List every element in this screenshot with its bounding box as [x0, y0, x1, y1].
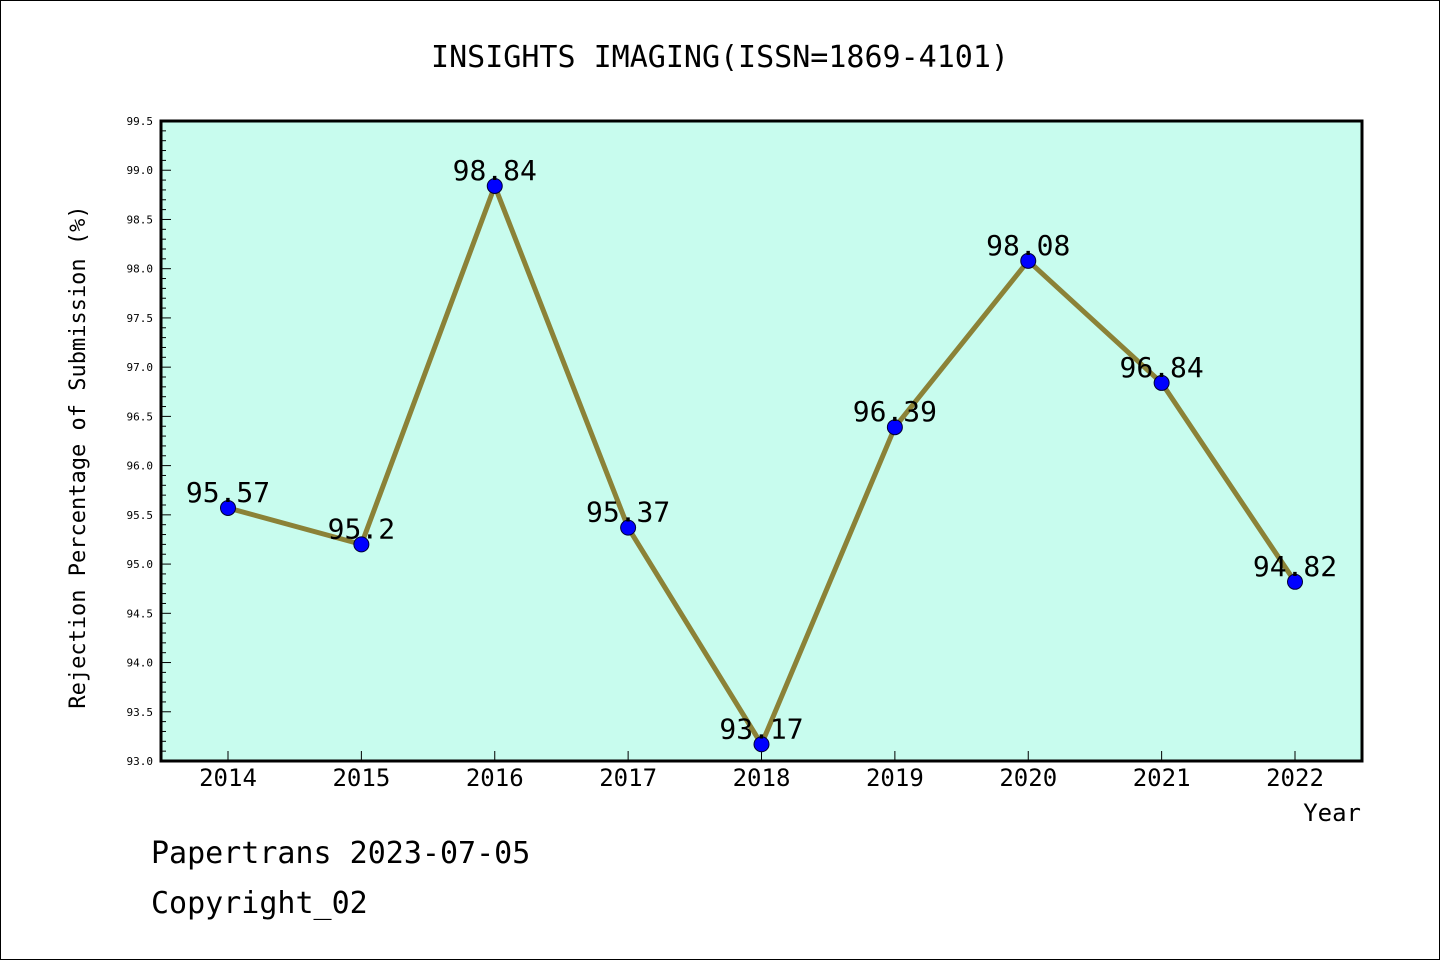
y-tick-label: 94.0	[127, 657, 154, 670]
data-label: 95.57	[186, 476, 270, 509]
y-tick-label: 98.5	[127, 213, 154, 226]
copyright-note: Copyright_02	[151, 886, 368, 921]
x-tick-label: 2020	[999, 764, 1057, 792]
data-label: 96.84	[1119, 351, 1203, 384]
plot-frame	[159, 119, 1364, 763]
y-tick-label: 99.0	[127, 164, 154, 177]
data-label: 93.17	[719, 712, 803, 745]
data-label: 98.08	[986, 229, 1070, 262]
x-tick-label: 2017	[599, 764, 657, 792]
data-point	[1020, 252, 1037, 269]
data-label: 96.39	[853, 395, 937, 428]
data-point	[753, 736, 770, 753]
plot-area	[161, 121, 1362, 761]
x-tick-label: 2014	[199, 764, 257, 792]
data-label: 98.84	[453, 154, 537, 187]
data-point	[1287, 573, 1303, 590]
y-tick-label: 95.0	[127, 558, 154, 571]
y-tick-label: 93.0	[127, 755, 154, 768]
y-tick-label: 96.5	[127, 410, 154, 423]
data-label: 95.2	[328, 512, 395, 545]
x-tick-label: 2019	[866, 764, 924, 792]
x-tick-label: 2018	[733, 764, 791, 792]
x-tick-label: 2015	[332, 764, 390, 792]
y-tick-label: 97.0	[127, 361, 154, 374]
x-tick-label: 2022	[1266, 764, 1324, 792]
data-point	[220, 499, 236, 516]
x-axis: 2014 2015 2016 2017 2018 2019 2020 2021 2022	[199, 751, 1324, 792]
chart-title: INSIGHTS IMAGING(ISSN=1869-4101)	[431, 40, 1009, 75]
y-tick-label: 95.5	[127, 509, 154, 522]
data-label: 95.37	[586, 496, 670, 529]
y-tick-label: 97.5	[127, 312, 154, 325]
source-note: Papertrans 2023-07-05	[151, 836, 531, 871]
data-labels: 95.57 95.2 98.84 95.37 93.17 96.39 98.08 96.84 9…	[186, 154, 1337, 745]
x-axis-label: Year	[1303, 799, 1361, 827]
y-axis-label: Rejection Percentage of Submission (%)	[66, 205, 91, 708]
y-tick-label: 96.0	[127, 460, 154, 473]
data-label: 94.82	[1253, 550, 1337, 583]
data-point	[353, 536, 370, 553]
data-point	[620, 519, 637, 536]
x-tick-label: 2016	[466, 764, 524, 792]
data-point	[1153, 374, 1170, 391]
y-tick-label: 99.5	[127, 115, 154, 128]
data-point	[886, 419, 903, 436]
y-axis: 93.0 93.5 94.0 94.5 95.0 95.5 96.0 96.5 97.0 97.5…	[127, 115, 171, 768]
data-point	[486, 177, 503, 194]
y-tick-label: 94.5	[127, 607, 154, 620]
y-tick-label: 98.0	[127, 263, 154, 276]
x-tick-label: 2021	[1133, 764, 1191, 792]
series-rejection-percentage	[220, 177, 1303, 753]
y-tick-label: 93.5	[127, 706, 154, 719]
